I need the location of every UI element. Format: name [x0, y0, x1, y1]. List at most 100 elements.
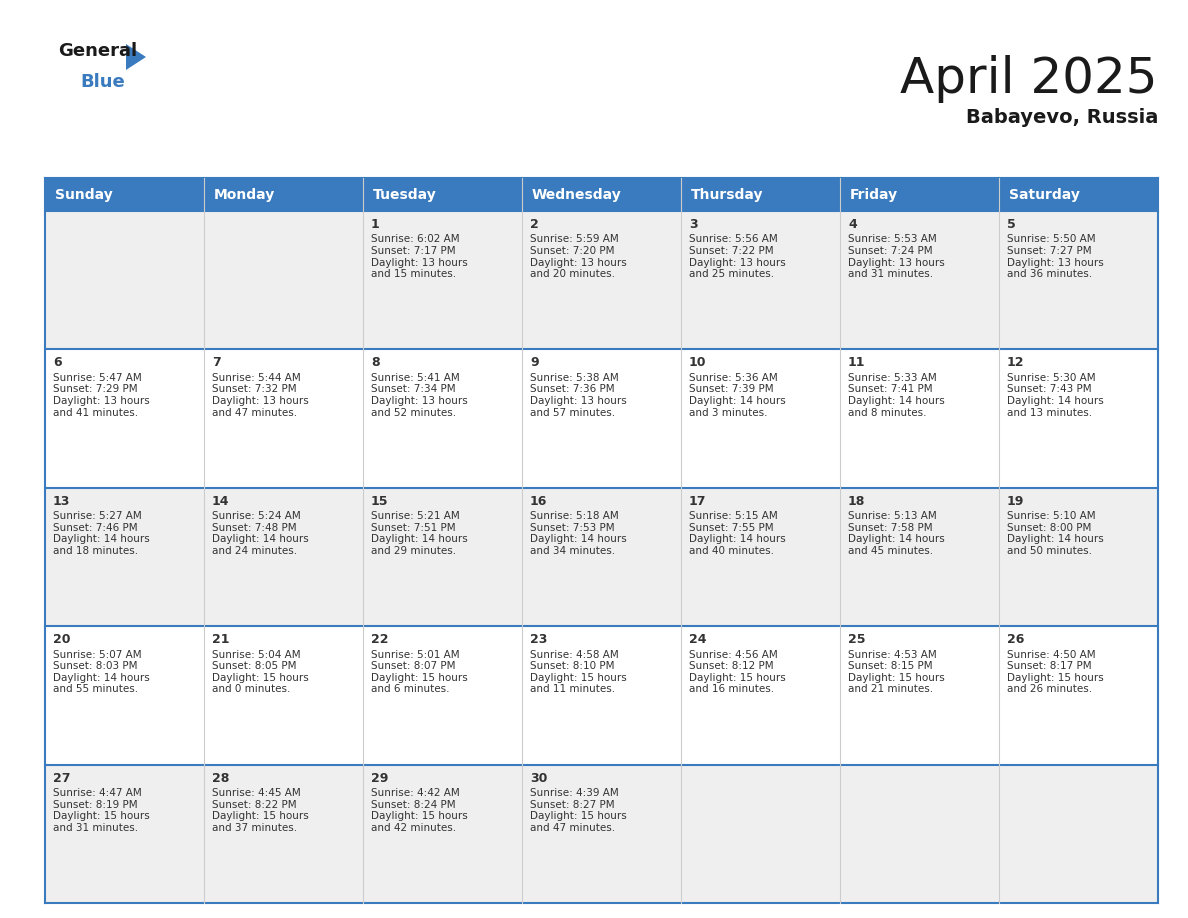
- Text: and 0 minutes.: and 0 minutes.: [211, 685, 290, 695]
- Text: Daylight: 14 hours: Daylight: 14 hours: [530, 534, 627, 544]
- Text: 9: 9: [530, 356, 538, 369]
- Text: Sunset: 7:27 PM: Sunset: 7:27 PM: [1007, 246, 1092, 256]
- Text: Sunset: 8:22 PM: Sunset: 8:22 PM: [211, 800, 297, 810]
- Text: Monday: Monday: [214, 187, 274, 201]
- Text: and 20 minutes.: and 20 minutes.: [530, 269, 615, 279]
- Text: and 31 minutes.: and 31 minutes.: [53, 823, 138, 833]
- Text: and 24 minutes.: and 24 minutes.: [211, 546, 297, 556]
- Text: Sunset: 7:43 PM: Sunset: 7:43 PM: [1007, 385, 1092, 395]
- Text: Daylight: 15 hours: Daylight: 15 hours: [211, 812, 309, 822]
- Text: Daylight: 14 hours: Daylight: 14 hours: [53, 673, 150, 683]
- Text: and 40 minutes.: and 40 minutes.: [689, 546, 775, 556]
- Text: 24: 24: [689, 633, 707, 646]
- Text: Sunset: 8:27 PM: Sunset: 8:27 PM: [530, 800, 614, 810]
- Text: Sunset: 7:32 PM: Sunset: 7:32 PM: [211, 385, 297, 395]
- Text: Sunset: 7:58 PM: Sunset: 7:58 PM: [848, 523, 933, 532]
- Text: and 41 minutes.: and 41 minutes.: [53, 408, 138, 418]
- Text: Daylight: 15 hours: Daylight: 15 hours: [1007, 673, 1104, 683]
- Text: Friday: Friday: [849, 187, 898, 201]
- Text: Daylight: 15 hours: Daylight: 15 hours: [211, 673, 309, 683]
- Text: Sunrise: 4:42 AM: Sunrise: 4:42 AM: [371, 788, 460, 798]
- Bar: [45, 626, 1158, 765]
- Text: Sunset: 8:19 PM: Sunset: 8:19 PM: [53, 800, 138, 810]
- Text: 18: 18: [848, 495, 865, 508]
- Bar: [45, 211, 1158, 350]
- Text: 7: 7: [211, 356, 221, 369]
- Text: Sunset: 7:55 PM: Sunset: 7:55 PM: [689, 523, 773, 532]
- Text: and 52 minutes.: and 52 minutes.: [371, 408, 456, 418]
- Text: Sunday: Sunday: [55, 187, 113, 201]
- Text: Sunset: 8:15 PM: Sunset: 8:15 PM: [848, 661, 933, 671]
- Text: Daylight: 15 hours: Daylight: 15 hours: [689, 673, 785, 683]
- Text: Sunrise: 4:53 AM: Sunrise: 4:53 AM: [848, 650, 937, 660]
- Text: Sunrise: 5:24 AM: Sunrise: 5:24 AM: [211, 511, 301, 521]
- Text: Sunrise: 4:56 AM: Sunrise: 4:56 AM: [689, 650, 778, 660]
- Text: Sunrise: 5:04 AM: Sunrise: 5:04 AM: [211, 650, 301, 660]
- Text: Sunset: 7:53 PM: Sunset: 7:53 PM: [530, 523, 614, 532]
- Text: Sunset: 7:39 PM: Sunset: 7:39 PM: [689, 385, 773, 395]
- Text: 1: 1: [371, 218, 380, 231]
- Text: 12: 12: [1007, 356, 1024, 369]
- Text: Daylight: 14 hours: Daylight: 14 hours: [848, 396, 944, 406]
- Text: and 15 minutes.: and 15 minutes.: [371, 269, 456, 279]
- Text: Daylight: 15 hours: Daylight: 15 hours: [530, 812, 627, 822]
- Text: 15: 15: [371, 495, 388, 508]
- Text: Sunrise: 5:38 AM: Sunrise: 5:38 AM: [530, 373, 619, 383]
- Text: and 45 minutes.: and 45 minutes.: [848, 546, 933, 556]
- Text: and 13 minutes.: and 13 minutes.: [1007, 408, 1092, 418]
- Text: Sunset: 7:22 PM: Sunset: 7:22 PM: [689, 246, 773, 256]
- Text: Daylight: 13 hours: Daylight: 13 hours: [371, 396, 468, 406]
- Text: 4: 4: [848, 218, 857, 231]
- Bar: [681, 178, 840, 211]
- Text: and 42 minutes.: and 42 minutes.: [371, 823, 456, 833]
- Text: and 3 minutes.: and 3 minutes.: [689, 408, 767, 418]
- Text: and 37 minutes.: and 37 minutes.: [211, 823, 297, 833]
- Text: and 8 minutes.: and 8 minutes.: [848, 408, 927, 418]
- Text: and 47 minutes.: and 47 minutes.: [530, 823, 615, 833]
- Text: Sunrise: 5:59 AM: Sunrise: 5:59 AM: [530, 234, 619, 244]
- Text: Wednesday: Wednesday: [531, 187, 621, 201]
- Text: and 36 minutes.: and 36 minutes.: [1007, 269, 1092, 279]
- Bar: [999, 178, 1158, 211]
- Text: Daylight: 15 hours: Daylight: 15 hours: [371, 673, 468, 683]
- Text: Sunset: 7:29 PM: Sunset: 7:29 PM: [53, 385, 138, 395]
- Text: Sunrise: 5:36 AM: Sunrise: 5:36 AM: [689, 373, 778, 383]
- Text: Sunrise: 4:39 AM: Sunrise: 4:39 AM: [530, 788, 619, 798]
- Text: Sunrise: 5:07 AM: Sunrise: 5:07 AM: [53, 650, 141, 660]
- Text: 2: 2: [530, 218, 538, 231]
- Text: 14: 14: [211, 495, 229, 508]
- Text: Sunset: 7:51 PM: Sunset: 7:51 PM: [371, 523, 456, 532]
- Bar: [45, 765, 1158, 903]
- Text: Daylight: 13 hours: Daylight: 13 hours: [371, 258, 468, 268]
- Text: 27: 27: [53, 772, 70, 785]
- Text: Daylight: 13 hours: Daylight: 13 hours: [848, 258, 944, 268]
- Text: Daylight: 13 hours: Daylight: 13 hours: [53, 396, 150, 406]
- Text: and 6 minutes.: and 6 minutes.: [371, 685, 449, 695]
- Text: 29: 29: [371, 772, 388, 785]
- Text: Babayevo, Russia: Babayevo, Russia: [966, 108, 1158, 127]
- Text: and 34 minutes.: and 34 minutes.: [530, 546, 615, 556]
- Text: 28: 28: [211, 772, 229, 785]
- Text: and 26 minutes.: and 26 minutes.: [1007, 685, 1092, 695]
- Text: Daylight: 14 hours: Daylight: 14 hours: [53, 534, 150, 544]
- Bar: [364, 178, 522, 211]
- Text: Sunset: 7:17 PM: Sunset: 7:17 PM: [371, 246, 456, 256]
- Text: Sunset: 8:00 PM: Sunset: 8:00 PM: [1007, 523, 1092, 532]
- Bar: [840, 178, 999, 211]
- Text: Sunset: 8:12 PM: Sunset: 8:12 PM: [689, 661, 773, 671]
- Bar: [45, 487, 1158, 626]
- Text: Sunset: 7:24 PM: Sunset: 7:24 PM: [848, 246, 933, 256]
- Text: 10: 10: [689, 356, 707, 369]
- Text: Daylight: 15 hours: Daylight: 15 hours: [371, 812, 468, 822]
- Text: and 57 minutes.: and 57 minutes.: [530, 408, 615, 418]
- Text: Daylight: 14 hours: Daylight: 14 hours: [1007, 396, 1104, 406]
- Text: Sunset: 7:34 PM: Sunset: 7:34 PM: [371, 385, 456, 395]
- Text: Sunrise: 4:47 AM: Sunrise: 4:47 AM: [53, 788, 141, 798]
- Text: Daylight: 13 hours: Daylight: 13 hours: [211, 396, 309, 406]
- Text: Sunrise: 5:27 AM: Sunrise: 5:27 AM: [53, 511, 141, 521]
- Text: Daylight: 13 hours: Daylight: 13 hours: [530, 396, 627, 406]
- Text: Sunrise: 4:45 AM: Sunrise: 4:45 AM: [211, 788, 301, 798]
- Bar: [522, 178, 681, 211]
- Text: 30: 30: [530, 772, 548, 785]
- Text: and 21 minutes.: and 21 minutes.: [848, 685, 933, 695]
